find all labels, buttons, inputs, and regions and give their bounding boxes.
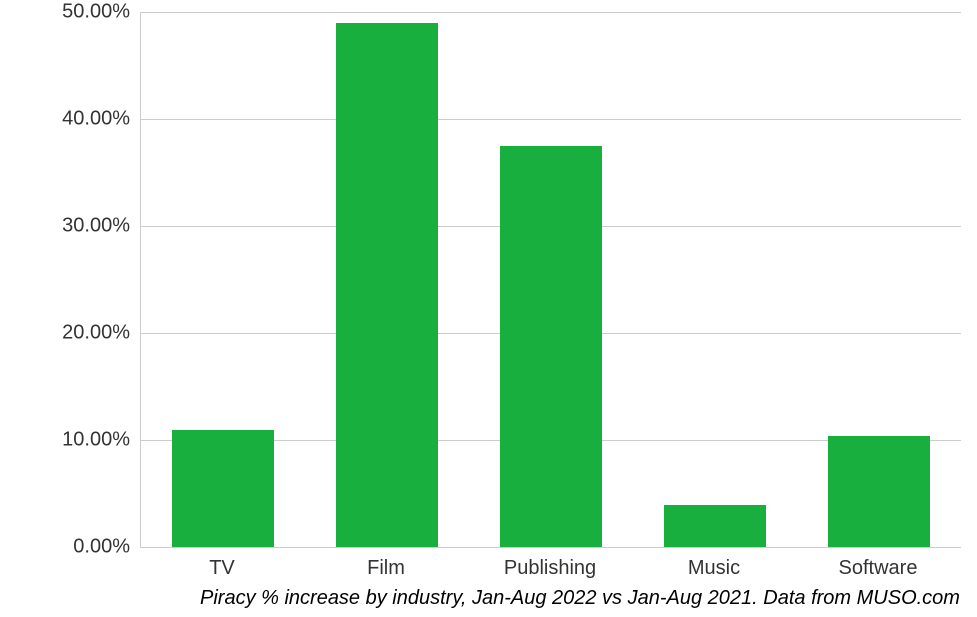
y-tick-label: 50.00% — [10, 1, 130, 24]
chart-caption: Piracy % increase by industry, Jan-Aug 2… — [200, 587, 960, 610]
y-tick-label: 0.00% — [10, 536, 130, 559]
x-tick-label: Publishing — [504, 557, 596, 580]
bar — [500, 146, 602, 547]
y-tick-label: 30.00% — [10, 215, 130, 238]
gridline — [141, 12, 961, 13]
plot-area — [140, 12, 961, 548]
bar — [172, 430, 274, 547]
x-tick-label: TV — [209, 557, 235, 580]
chart-container: Piracy % increase by industry, Jan-Aug 2… — [0, 0, 977, 617]
bar — [336, 23, 438, 547]
y-tick-label: 40.00% — [10, 108, 130, 131]
bar — [664, 505, 766, 547]
x-tick-label: Music — [688, 557, 740, 580]
x-tick-label: Film — [367, 557, 405, 580]
y-tick-label: 10.00% — [10, 429, 130, 452]
x-tick-label: Software — [839, 557, 918, 580]
bar — [828, 436, 930, 547]
gridline — [141, 119, 961, 120]
y-tick-label: 20.00% — [10, 322, 130, 345]
